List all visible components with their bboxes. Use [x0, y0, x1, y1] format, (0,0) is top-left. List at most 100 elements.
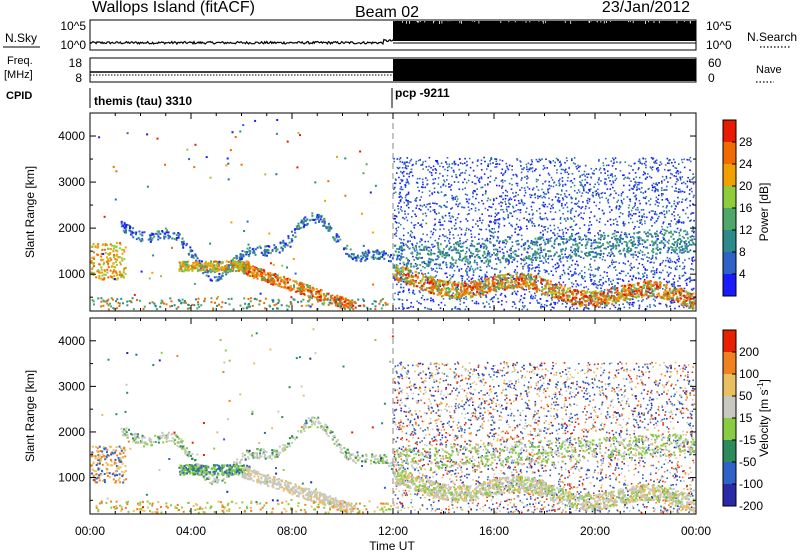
scatter-cell: [476, 160, 479, 162]
scatter-cell: [109, 243, 112, 246]
scatter-cell: [478, 177, 481, 180]
scatter-cell: [465, 305, 468, 308]
scatter-cell: [552, 185, 555, 188]
scatter-cell: [611, 165, 614, 167]
scatter-cell: [103, 273, 106, 276]
scatter-cell: [690, 187, 693, 190]
scatter-cell: [92, 243, 95, 245]
scatter-cell: [500, 196, 503, 198]
scatter-cell: [107, 298, 110, 301]
scatter-cell: [338, 305, 341, 308]
scatter-cell: [91, 245, 94, 248]
scatter-cell: [681, 182, 683, 185]
scatter-cell: [249, 250, 252, 253]
scatter-cell: [480, 260, 482, 262]
scatter-cell: [366, 255, 369, 258]
scatter-cell: [448, 163, 451, 166]
scatter-cell: [315, 292, 318, 295]
scatter-cell: [434, 239, 437, 242]
scatter-cell: [335, 240, 338, 243]
scatter-cell: [679, 277, 681, 280]
scatter-cell: [491, 254, 493, 256]
scatter-cell: [188, 264, 191, 267]
scatter-cell: [480, 278, 483, 280]
scatter-cell: [92, 300, 95, 303]
scatter-cell: [645, 233, 647, 235]
scatter-cell: [666, 241, 669, 243]
scatter-cell: [424, 267, 426, 269]
scatter-cell: [648, 257, 650, 259]
scatter-cell: [289, 278, 292, 281]
scatter-cell: [302, 288, 304, 291]
scatter-cell: [477, 159, 479, 161]
scatter-cell: [474, 259, 476, 262]
scatter-cell: [248, 246, 251, 249]
scatter-cell: [615, 206, 618, 208]
scatter-cell: [612, 223, 615, 225]
scatter-cell: [476, 176, 478, 179]
scatter-cell: [649, 166, 652, 168]
scatter-cell: [292, 287, 295, 290]
scatter-cell: [330, 227, 333, 229]
scatter-cell: [332, 236, 335, 239]
scatter-cell: [332, 298, 335, 300]
scatter-cell: [531, 225, 534, 227]
scatter-cell: [499, 271, 501, 274]
scatter-cell: [531, 214, 534, 216]
scatter-cell: [422, 219, 424, 221]
scatter-cell: [426, 183, 428, 186]
scatter-cell: [495, 258, 497, 260]
scatter-cell: [430, 297, 432, 299]
scatter-cell: [663, 278, 665, 281]
scatter-cell: [332, 299, 335, 302]
scatter-cell: [262, 253, 265, 256]
scatter-cell: [618, 208, 620, 211]
scatter-cell: [562, 197, 564, 199]
scatter-cell: [543, 306, 546, 308]
scatter-cell: [278, 251, 281, 254]
scatter-cell: [668, 159, 670, 162]
scatter-cell: [539, 217, 541, 219]
scatter-cell: [403, 263, 405, 266]
scatter-cell: [258, 300, 261, 303]
scatter-cell: [560, 163, 562, 166]
scatter-cell: [197, 269, 200, 272]
scatter-cell: [398, 258, 401, 260]
scatter-cell: [454, 228, 456, 230]
scatter-cell: [487, 197, 489, 200]
scatter-cell: [607, 164, 610, 167]
scatter-cell: [223, 269, 226, 271]
scatter-cell: [681, 252, 683, 254]
scatter-cell: [465, 229, 467, 231]
scatter-cell: [318, 219, 321, 222]
scatter-cell: [416, 242, 418, 245]
scatter-cell: [588, 207, 590, 209]
scatter-cell: [476, 164, 479, 167]
scatter-cell: [686, 231, 689, 233]
scatter-cell: [520, 253, 523, 256]
scatter-cell: [461, 275, 464, 278]
scatter-cell: [410, 201, 412, 203]
scatter-cell: [528, 221, 530, 223]
scatter-cell: [121, 248, 124, 251]
scatter-cell: [355, 256, 358, 259]
scatter-cell: [517, 233, 520, 236]
scatter-cell: [583, 308, 585, 311]
scatter-cell: [465, 269, 467, 272]
scatter-cell: [206, 266, 208, 269]
scatter-cell: [316, 217, 319, 220]
scatter-cell: [612, 252, 614, 255]
scatter-cell: [478, 238, 480, 241]
scatter-cell: [640, 191, 642, 193]
frequency-left-unit: [MHz]: [4, 69, 33, 81]
scatter-cell: [397, 207, 400, 210]
scatter-cell: [393, 209, 396, 211]
scatter-cell: [433, 191, 436, 193]
scatter-cell: [512, 205, 514, 208]
scatter-cell: [159, 232, 162, 235]
scatter-cell: [628, 204, 631, 207]
scatter-cell: [523, 306, 525, 309]
scatter-cell: [602, 164, 605, 167]
scatter-cell: [535, 266, 538, 268]
scatter-cell: [639, 243, 641, 245]
